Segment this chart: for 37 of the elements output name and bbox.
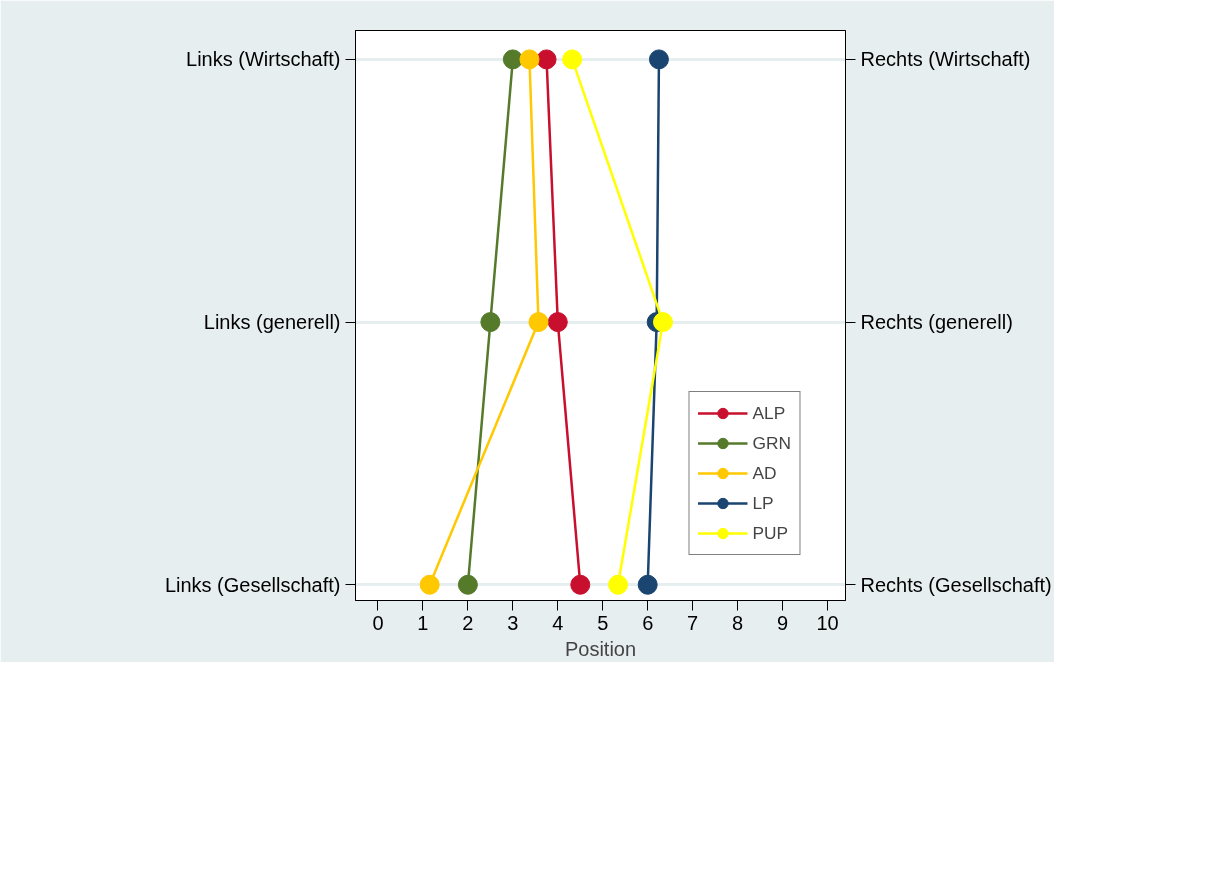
legend-label: PUP <box>752 522 789 544</box>
point <box>562 49 583 70</box>
x-tick-label: 1 <box>417 611 429 634</box>
point <box>457 574 478 595</box>
y2-tick-label: Rechts (Gesellschaft) <box>860 573 1052 596</box>
x-tick-label: 7 <box>687 611 699 634</box>
point <box>637 574 658 595</box>
y2-tick-label: Rechts (Wirtschaft) <box>860 48 1031 71</box>
y-tick-label: Links (Gesellschaft) <box>164 573 341 596</box>
legend-label: AD <box>752 462 777 484</box>
point <box>570 574 591 595</box>
legend-label: ALP <box>752 402 786 424</box>
x-tick-label: 4 <box>552 611 564 634</box>
x-tick-label: 0 <box>372 611 384 634</box>
point <box>519 49 540 70</box>
point <box>536 49 557 70</box>
point <box>502 49 523 70</box>
point <box>648 49 669 70</box>
x-axis-title: Position <box>564 637 637 660</box>
y-tick-label: Links (generell) <box>203 311 341 334</box>
y2-tick-label: Rechts (generell) <box>860 311 1013 334</box>
x-tick-label: 2 <box>462 611 474 634</box>
x-tick-label: 6 <box>642 611 654 634</box>
x-tick-label: 5 <box>597 611 609 634</box>
y-tick-label: Links (Wirtschaft) <box>186 48 341 71</box>
x-tick-label: 8 <box>732 611 744 634</box>
legend-label: LP <box>752 492 774 514</box>
point <box>652 312 673 333</box>
point <box>480 312 501 333</box>
legend-label: GRN <box>752 432 791 454</box>
point <box>608 574 629 595</box>
x-tick-label: 10 <box>816 611 839 634</box>
x-tick-label: 9 <box>777 611 789 634</box>
point <box>547 312 568 333</box>
x-tick-label: 3 <box>507 611 519 634</box>
point <box>528 312 549 333</box>
point <box>419 574 440 595</box>
